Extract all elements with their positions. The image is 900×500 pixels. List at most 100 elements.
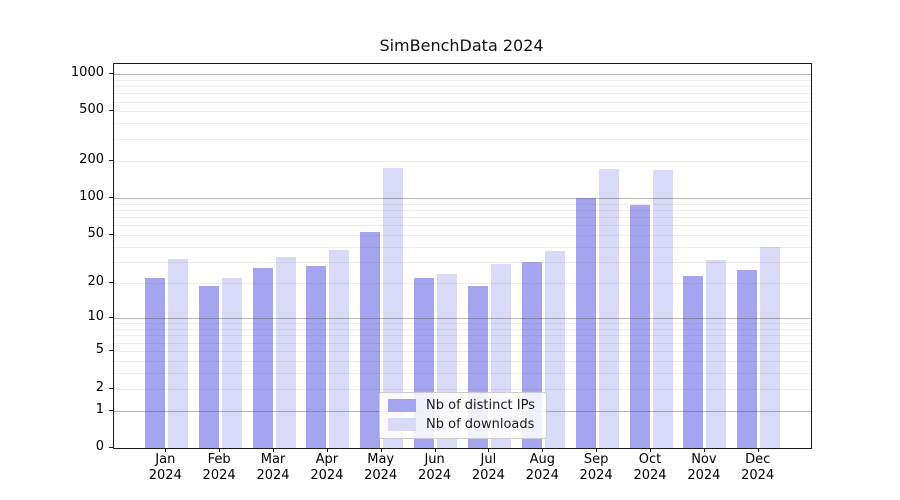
- bar-nb-of-distinct-ips-jan: [144, 278, 165, 448]
- y-tick-label: 200: [79, 151, 104, 167]
- y-tick-mark: [109, 234, 113, 236]
- bar-nb-of-distinct-ips-apr: [306, 265, 327, 448]
- x-tick-label: Apr 2024: [310, 452, 344, 483]
- bar-nb-of-downloads-may: [383, 168, 404, 448]
- minor-gridline: [114, 85, 811, 87]
- minor-gridline: [114, 203, 811, 205]
- x-tick-mark: [488, 448, 490, 452]
- x-tick-mark: [650, 448, 651, 452]
- x-tick-label: Jul 2024: [471, 452, 505, 483]
- minor-gridline: [114, 210, 811, 211]
- bar-nb-of-downloads-oct: [652, 170, 673, 448]
- bar-nb-of-distinct-ips-dec: [737, 269, 758, 448]
- minor-gridline: [114, 111, 811, 113]
- minor-gridline: [114, 329, 811, 330]
- y-tick-label: 500: [79, 102, 104, 118]
- x-tick-mark: [273, 448, 274, 452]
- legend-swatch-downloads: [388, 418, 416, 431]
- major-gridline: [114, 318, 811, 320]
- bar-nb-of-downloads-apr: [329, 249, 350, 448]
- legend-label-distinct-ips: Nb of distinct IPs: [426, 398, 535, 413]
- chart-title: SimBenchData 2024: [379, 36, 544, 55]
- y-tick-label: 50: [87, 226, 104, 242]
- minor-gridline: [114, 235, 811, 237]
- bar-nb-of-distinct-ips-nov: [683, 275, 704, 448]
- x-tick-label: May 2024: [364, 452, 398, 483]
- minor-gridline: [114, 283, 811, 285]
- minor-gridline: [114, 160, 811, 162]
- legend: Nb of distinct IPs Nb of downloads: [379, 392, 547, 439]
- minor-gridline: [114, 388, 811, 390]
- bar-nb-of-distinct-ips-may: [360, 232, 381, 448]
- x-tick-mark: [165, 448, 167, 452]
- minor-gridline: [114, 225, 811, 227]
- minor-gridline: [114, 101, 811, 103]
- bar-nb-of-distinct-ips-mar: [252, 267, 273, 448]
- x-tick-mark: [757, 448, 759, 452]
- x-tick-label: Aug 2024: [525, 452, 559, 483]
- x-tick-mark: [596, 448, 598, 452]
- y-tick-mark: [109, 197, 113, 199]
- legend-label-downloads: Nb of downloads: [426, 417, 535, 432]
- y-tick-mark: [109, 72, 113, 74]
- minor-gridline: [114, 93, 811, 95]
- bar-nb-of-downloads-aug: [544, 251, 565, 448]
- minor-gridline: [114, 123, 811, 125]
- bar-nb-of-distinct-ips-oct: [629, 204, 650, 448]
- minor-gridline: [114, 342, 811, 344]
- y-tick-label: 100: [79, 189, 104, 205]
- minor-gridline: [114, 246, 811, 248]
- y-tick-mark: [109, 317, 113, 319]
- legend-item-downloads: Nb of downloads: [388, 417, 535, 432]
- x-tick-label: Nov 2024: [687, 452, 721, 483]
- minor-gridline: [114, 79, 811, 81]
- x-tick-mark: [380, 448, 382, 452]
- x-tick-label: Dec 2024: [741, 452, 775, 483]
- y-tick-mark: [109, 409, 113, 411]
- y-tick-mark: [109, 110, 113, 112]
- minor-gridline: [114, 138, 811, 140]
- x-tick-mark: [703, 448, 705, 452]
- grid-layer: [114, 64, 811, 448]
- major-gridline: [114, 73, 811, 75]
- x-tick-mark: [219, 448, 221, 452]
- bar-nb-of-downloads-feb: [221, 278, 242, 448]
- bar-nb-of-distinct-ips-feb: [198, 285, 219, 448]
- bar-nb-of-downloads-nov: [706, 260, 727, 448]
- x-tick-mark: [542, 448, 544, 452]
- minor-gridline: [114, 372, 811, 374]
- y-tick-label: 1: [95, 401, 104, 417]
- minor-gridline: [114, 335, 811, 337]
- y-tick-mark: [109, 447, 113, 448]
- x-tick-label: Oct 2024: [633, 452, 667, 483]
- y-tick-mark: [109, 350, 113, 351]
- x-tick-mark: [326, 448, 328, 452]
- x-tick-label: Feb 2024: [202, 452, 236, 483]
- minor-gridline: [114, 360, 811, 362]
- legend-swatch-distinct-ips: [388, 399, 416, 412]
- minor-gridline: [114, 323, 811, 325]
- minor-gridline: [114, 262, 811, 263]
- bar-nb-of-downloads-mar: [275, 257, 296, 448]
- bar-nb-of-downloads-dec: [760, 246, 781, 448]
- y-tick-label: 5: [95, 342, 104, 357]
- bar-nb-of-distinct-ips-sep: [575, 198, 596, 448]
- x-tick-label: Sep 2024: [579, 452, 613, 483]
- y-tick-mark: [109, 387, 113, 389]
- bar-nb-of-downloads-jan: [167, 258, 188, 448]
- y-tick-mark: [109, 159, 113, 161]
- x-tick-label: Mar 2024: [256, 452, 290, 483]
- minor-gridline: [114, 351, 811, 352]
- x-tick-label: Jan 2024: [148, 452, 182, 483]
- x-tick-mark: [434, 448, 436, 452]
- y-tick-label: 1000: [70, 64, 104, 80]
- y-tick-label: 20: [87, 274, 104, 290]
- minor-gridline: [114, 217, 811, 219]
- y-tick-label: 2: [95, 379, 104, 395]
- x-tick-label: Jun 2024: [418, 452, 452, 483]
- legend-item-distinct-ips: Nb of distinct IPs: [388, 398, 535, 413]
- plot-area: Nb of distinct IPs Nb of downloads: [113, 63, 812, 449]
- y-tick-label: 0: [95, 439, 104, 454]
- y-tick-mark: [109, 282, 113, 284]
